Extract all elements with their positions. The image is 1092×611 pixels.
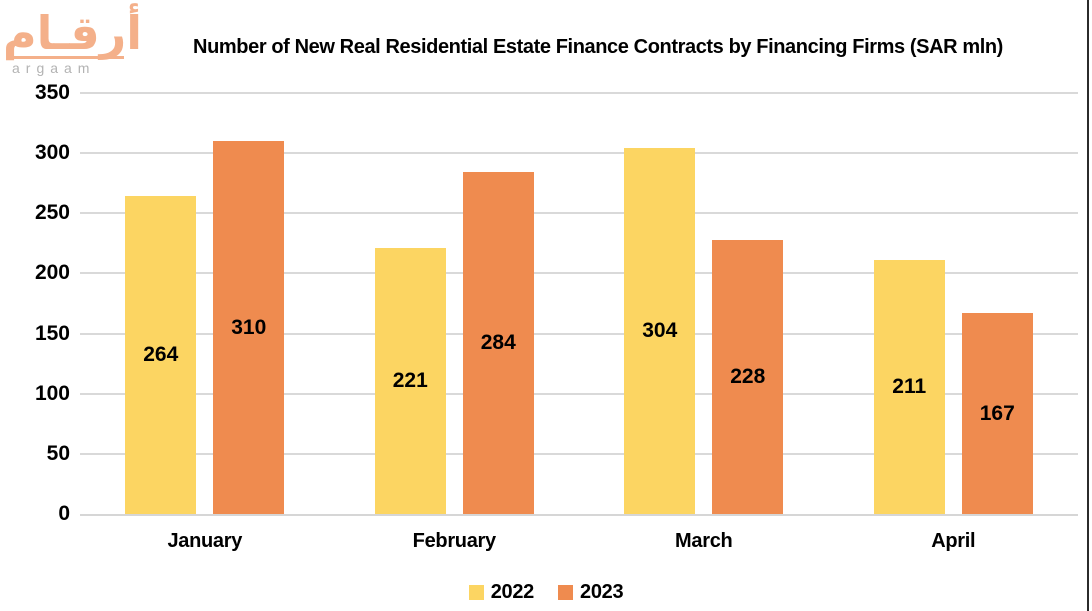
bar-2023-march: 228 [712, 239, 784, 514]
gridline-250 [80, 212, 1078, 215]
gridline-350 [80, 92, 1078, 94]
bar-value-label-2023-february: 284 [480, 331, 516, 355]
bar-value-label-2023-january: 310 [231, 315, 267, 339]
chart-legend: 2022 2023 [0, 581, 1092, 604]
bar-2022-february: 221 [374, 248, 446, 514]
argaam-logo-arabic-text: أرقـام [2, 6, 142, 60]
x-axis-label-february: February [412, 530, 496, 552]
bar-value-label-2022-february: 221 [392, 369, 428, 393]
y-axis-tick-label-350: 350 [34, 81, 70, 104]
plot-area: 264 310 221 284 304 228 211 167 [80, 92, 1079, 516]
legend-item-2023: 2023 [558, 581, 624, 604]
y-axis-tick-label-300: 300 [34, 141, 70, 165]
x-axis: January February March April [80, 530, 1078, 556]
window-right-border [1087, 0, 1089, 611]
legend-swatch-2022 [468, 585, 484, 600]
y-axis-tick-label-250: 250 [34, 201, 70, 225]
bar-value-label-2022-january: 264 [143, 343, 179, 367]
y-axis: 0 50 100 150 200 250 300 350 [0, 81, 70, 525]
bar-group-february: 221 284 [330, 93, 580, 514]
x-axis-label-april: April [931, 530, 976, 552]
bar-value-label-2023-march: 228 [730, 364, 766, 388]
x-axis-label-march: March [675, 530, 733, 552]
bar-2023-april: 167 [961, 313, 1033, 514]
bar-value-label-2022-april: 211 [892, 375, 927, 399]
bar-value-label-2023-april: 167 [979, 401, 1015, 425]
legend-label-2022: 2022 [490, 581, 535, 603]
bar-2023-february: 284 [462, 172, 534, 514]
x-axis-label-january: January [167, 530, 243, 552]
bar-group-april: 211 167 [829, 93, 1079, 514]
y-axis-tick-label-150: 150 [34, 321, 70, 345]
bar-2023-january: 310 [213, 141, 285, 514]
bar-group-march: 304 228 [579, 93, 829, 514]
legend-item-2022: 2022 [468, 581, 535, 604]
y-axis-tick-label-50: 50 [46, 441, 70, 465]
bar-group-january: 264 310 [80, 93, 330, 514]
y-axis-tick-label-100: 100 [34, 381, 70, 405]
argaam-logo: أرقـام argaam [2, 2, 142, 86]
bar-2022-march: 304 [624, 148, 696, 514]
bar-2022-april: 211 [873, 260, 945, 514]
legend-label-2023: 2023 [580, 581, 624, 603]
gridline-200 [80, 272, 1078, 275]
legend-swatch-2023 [558, 585, 573, 600]
chart-title: Number of New Real Residential Estate Fi… [193, 36, 1003, 58]
gridline-50 [80, 452, 1078, 455]
bar-value-label-2022-march: 304 [642, 319, 678, 343]
gridline-100 [80, 392, 1078, 395]
gridline-150 [80, 332, 1078, 335]
bar-2022-january: 264 [125, 196, 197, 514]
y-axis-tick-label-200: 200 [34, 261, 70, 285]
y-axis-tick-label-0: 0 [58, 502, 70, 525]
gridline-300 [80, 152, 1078, 155]
argaam-logo-latin-text: argaam [12, 56, 124, 76]
